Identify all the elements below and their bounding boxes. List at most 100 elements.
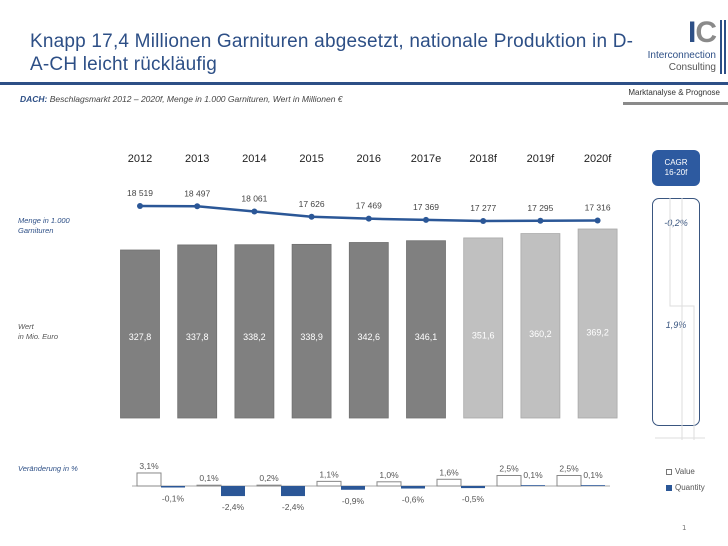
value-bar-labels: 327,8 337,8 338,2 338,9 342,6 346,1 351,6 360,2… bbox=[129, 328, 609, 343]
legend-swatch-value bbox=[666, 468, 672, 475]
cagr-box bbox=[652, 198, 700, 426]
change-value-label: 1,6% bbox=[439, 467, 459, 477]
change-quantity-label: -2,4% bbox=[222, 502, 245, 512]
quantity-label: 18 497 bbox=[184, 188, 210, 198]
quantity-line-series bbox=[137, 203, 601, 224]
value-bar bbox=[520, 233, 561, 419]
legend-label-quantity: Quantity bbox=[675, 483, 705, 492]
legend-label-value: Value bbox=[675, 467, 695, 476]
cagr-quantity: -0,2% bbox=[664, 218, 688, 228]
year-label: 2013 bbox=[185, 153, 209, 165]
year-label: 2017e bbox=[411, 153, 442, 165]
change-quantity-bar bbox=[221, 486, 245, 497]
change-value-label: 2,5% bbox=[499, 464, 519, 474]
quantity-point bbox=[365, 215, 372, 222]
change-quantity-bar bbox=[521, 485, 545, 486]
year-label: 2018f bbox=[469, 153, 497, 165]
change-quantity-bar bbox=[581, 485, 605, 486]
subtitle-region: DACH: bbox=[20, 94, 48, 104]
value-bar-label: 342,6 bbox=[358, 332, 381, 342]
value-bar bbox=[177, 244, 218, 419]
change-value-label: 1,0% bbox=[379, 470, 399, 480]
cagr-guide-lines bbox=[655, 198, 705, 440]
quantity-point bbox=[594, 217, 601, 224]
value-bars bbox=[120, 228, 618, 419]
change-value-bar bbox=[196, 484, 222, 487]
change-value-bar bbox=[376, 481, 402, 487]
quantity-label: 18 519 bbox=[127, 188, 153, 198]
value-bar-label: 360,2 bbox=[529, 329, 552, 339]
year-label: 2015 bbox=[299, 153, 323, 165]
title-divider bbox=[0, 82, 728, 85]
value-label-line2: in Mio. Euro bbox=[18, 332, 59, 341]
value-bar bbox=[348, 242, 389, 419]
quantity-label: 17 316 bbox=[585, 203, 611, 213]
change-value-label: 2,5% bbox=[559, 464, 579, 474]
year-label: 2014 bbox=[242, 153, 266, 165]
year-label: 2016 bbox=[357, 153, 381, 165]
quantity-point bbox=[480, 218, 487, 224]
tagline-divider bbox=[623, 102, 728, 105]
value-bar bbox=[291, 243, 332, 419]
change-chart: 3,1% -0,1% 0,1% -2,4% 0,2% -2,4% 1,1% -0,9% 1,0%… bbox=[132, 461, 610, 512]
cagr-header-line1: CAGR bbox=[664, 158, 688, 167]
quantity-label: 18 061 bbox=[241, 194, 267, 204]
quantity-label: 17 369 bbox=[413, 202, 439, 212]
value-bar-label: 337,8 bbox=[186, 332, 209, 342]
subtitle-text: Beschlagsmarkt 2012 – 2020f, Menge in 1.… bbox=[47, 94, 343, 104]
quantity-line-labels: 18 519 18 497 18 061 17 626 17 469 17 369 17 2… bbox=[127, 188, 611, 213]
page-number: 1 bbox=[682, 524, 687, 532]
cagr-header-line2: 16-20f bbox=[664, 168, 688, 177]
legend-swatch-quantity bbox=[666, 484, 672, 491]
quantity-point bbox=[251, 208, 258, 215]
logo-mark: IC bbox=[688, 16, 717, 49]
change-value-label: 3,1% bbox=[139, 461, 159, 471]
change-value-bar bbox=[556, 475, 582, 487]
change-quantity-bar bbox=[161, 486, 185, 488]
quantity-label-line2: Garnituren bbox=[18, 226, 54, 235]
logo-name-line2: Consulting bbox=[668, 62, 716, 73]
value-bar-label: 338,9 bbox=[300, 332, 323, 342]
logo-mark-c: C bbox=[695, 16, 717, 49]
change-quantity-label: -0,6% bbox=[402, 495, 425, 505]
value-bar-label: 351,6 bbox=[472, 331, 495, 341]
year-labels: 2012 2013 2014 2015 2016 2017e 2018f 2019f 2020f bbox=[128, 153, 613, 165]
quantity-label: 17 277 bbox=[470, 203, 496, 213]
change-axis-label: Veränderung in % bbox=[18, 464, 78, 473]
change-quantity-label: -0,9% bbox=[342, 496, 365, 506]
change-quantity-bar bbox=[281, 486, 305, 497]
year-label: 2020f bbox=[584, 153, 612, 165]
change-value-bar bbox=[496, 475, 522, 487]
quantity-point bbox=[194, 203, 201, 210]
change-value-bar bbox=[316, 480, 342, 487]
value-bar-label: 327,8 bbox=[129, 332, 152, 342]
quantity-point bbox=[423, 216, 429, 223]
value-bar-label: 346,1 bbox=[415, 332, 438, 342]
change-value-label: 0,2% bbox=[259, 473, 279, 483]
value-bar bbox=[234, 244, 275, 419]
value-bar bbox=[577, 228, 618, 419]
legend-item-value: Value bbox=[666, 464, 705, 480]
change-quantity-bar bbox=[401, 486, 425, 489]
value-bar bbox=[463, 237, 504, 419]
change-quantity-label: -2,4% bbox=[282, 502, 305, 512]
change-value-label: 1,1% bbox=[319, 469, 339, 479]
value-bar-label: 338,2 bbox=[243, 332, 266, 342]
value-bar bbox=[120, 249, 160, 419]
quantity-label: 17 626 bbox=[299, 199, 325, 209]
logo-name-line1: Interconnection bbox=[647, 50, 716, 61]
change-quantity-label: 0,1% bbox=[583, 470, 603, 480]
quantity-label: 17 469 bbox=[356, 201, 382, 211]
cagr-value: 1,9% bbox=[665, 320, 687, 330]
change-value-label: 0,1% bbox=[199, 473, 219, 483]
logo-bars-icon bbox=[720, 20, 726, 74]
value-axis-label: Wert in Mio. Euro bbox=[18, 322, 58, 342]
change-quantity-label: -0,1% bbox=[162, 494, 185, 504]
quantity-point bbox=[137, 203, 143, 209]
change-quantity-bar bbox=[341, 486, 365, 490]
page-title: Knapp 17,4 Millionen Garnituren abgesetz… bbox=[30, 31, 634, 75]
change-quantity-label: -0,5% bbox=[462, 494, 485, 504]
tagline: Marktanalyse & Prognose bbox=[628, 88, 720, 97]
value-bar bbox=[406, 240, 446, 419]
